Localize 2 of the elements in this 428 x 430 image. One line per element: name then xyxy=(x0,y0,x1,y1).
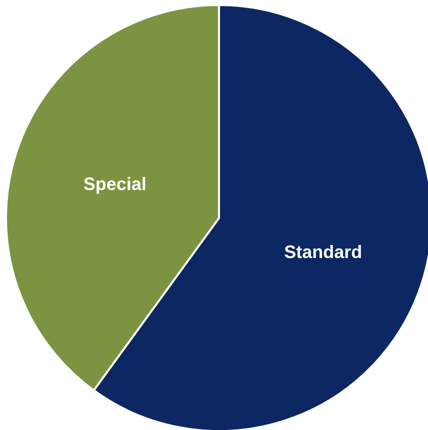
slice-label: Special xyxy=(83,174,146,194)
slice-label: Standard xyxy=(284,242,362,262)
